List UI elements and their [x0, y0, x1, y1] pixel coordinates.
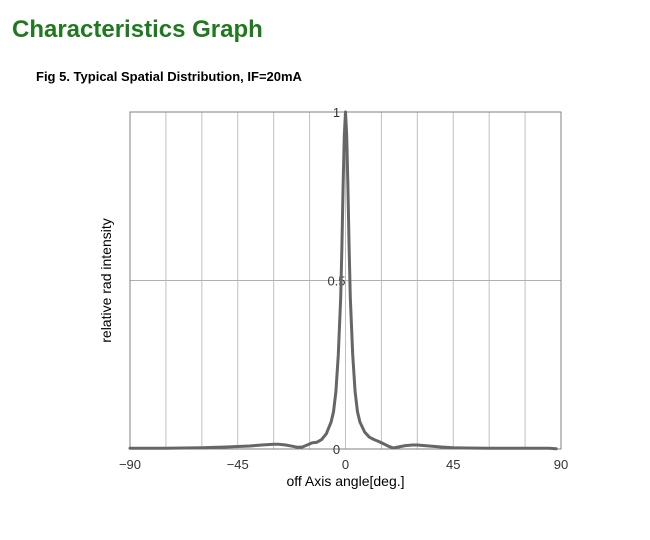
x-tick-label: 0 — [342, 457, 349, 472]
y-tick-label: 0.5 — [327, 274, 345, 289]
x-tick-label: −45 — [227, 457, 249, 472]
y-tick-label: 1 — [333, 105, 340, 120]
x-axis-label: off Axis angle[deg.] — [286, 473, 404, 489]
section-title: Characteristics Graph — [12, 16, 263, 43]
y-axis-label: relative rad intensity — [98, 218, 114, 343]
chart-title: Fig 5. Typical Spatial Distribution, IF=… — [36, 69, 302, 84]
x-tick-labels: −90 −45 0 45 90 — [119, 457, 568, 472]
series-line — [128, 110, 558, 451]
y-tick-label: 0 — [333, 442, 340, 457]
x-tick-label: 45 — [446, 457, 460, 472]
x-tick-label: −90 — [119, 457, 141, 472]
x-tick-label: 90 — [554, 457, 568, 472]
